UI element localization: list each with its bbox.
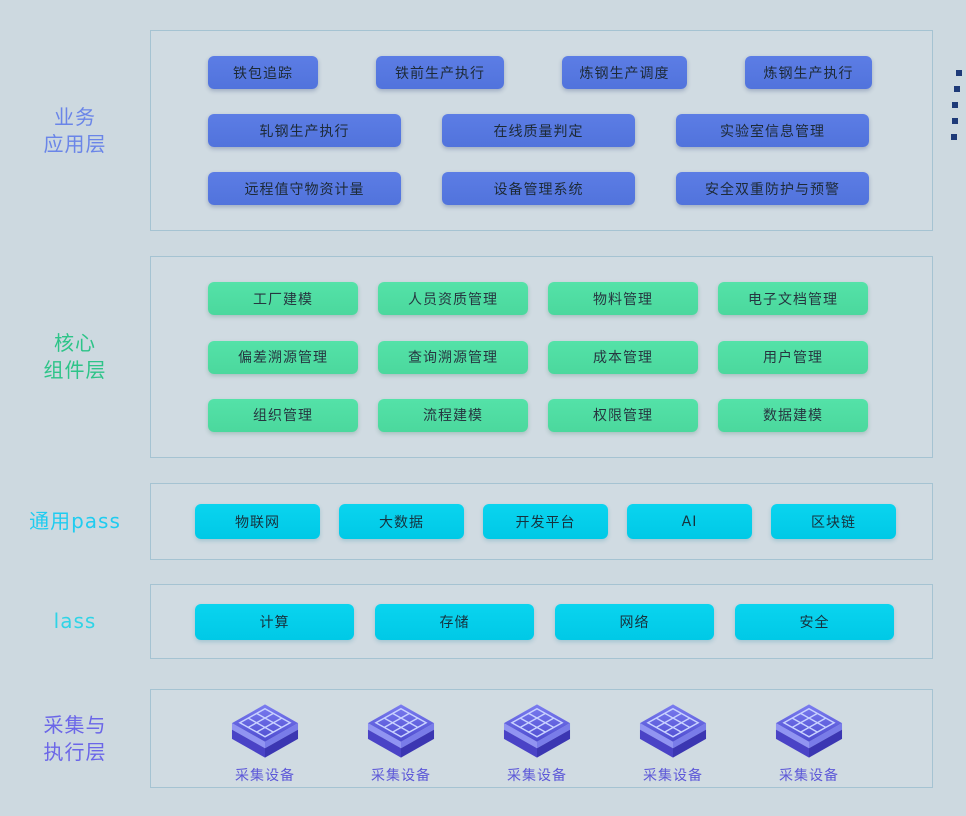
- layer-business-application: 业务 应用层 铁包追踪 铁前生产执行 炼钢生产调度 炼钢生产执行 轧钢生产执行 …: [0, 30, 966, 231]
- module-chip: 物联网: [195, 504, 320, 539]
- panel-common-paas: 物联网 大数据 开发平台 AI 区块链: [150, 483, 933, 560]
- isometric-cube-icon: [775, 703, 843, 758]
- decor-square: [952, 102, 958, 108]
- layer-gutter: 采集与 执行层: [0, 689, 150, 788]
- module-row: 组织管理 流程建模 权限管理 数据建模: [208, 398, 932, 432]
- module-chip: 流程建模: [378, 398, 528, 432]
- module-row: 计算 存储 网络 安全: [195, 603, 932, 640]
- device-label: 采集设备: [371, 767, 431, 784]
- module-chip: 工厂建模: [208, 282, 358, 316]
- collection-device: 采集设备: [487, 703, 587, 785]
- device-label: 采集设备: [507, 767, 567, 784]
- module-chip: 偏差溯源管理: [208, 340, 358, 374]
- module-chip: 存储: [375, 603, 534, 640]
- module-row: 铁包追踪 铁前生产执行 炼钢生产调度 炼钢生产执行: [208, 56, 932, 89]
- module-chip: 实验室信息管理: [676, 114, 869, 147]
- layer-label-line: 通用pass: [29, 509, 121, 533]
- module-chip: 物料管理: [548, 282, 698, 316]
- layer-label-line: lass: [53, 609, 97, 633]
- layer-label-business-application: 业务 应用层: [44, 104, 107, 158]
- layer-label-line: 组件层: [43, 358, 107, 382]
- module-chip: 在线质量判定: [442, 114, 635, 147]
- module-chip: 设备管理系统: [442, 172, 635, 205]
- layer-gutter: 通用pass: [0, 483, 150, 560]
- layer-label-iaas: lass: [54, 608, 97, 635]
- module-chip: 区块链: [771, 504, 896, 539]
- module-chip: 炼钢生产执行: [745, 56, 872, 89]
- device-row: 采集设备: [215, 693, 932, 785]
- layer-core-components: 核心 组件层 工厂建模 人员资质管理 物料管理 电子文档管理 偏差溯源管理 查询…: [0, 256, 966, 458]
- module-chip: 开发平台: [483, 504, 608, 539]
- module-chip: 计算: [195, 603, 354, 640]
- module-chip: 炼钢生产调度: [562, 56, 687, 89]
- module-row: 工厂建模 人员资质管理 物料管理 电子文档管理: [208, 282, 932, 316]
- module-row: 轧钢生产执行 在线质量判定 实验室信息管理: [208, 114, 932, 147]
- device-label: 采集设备: [643, 767, 703, 784]
- module-chip: 数据建模: [718, 398, 868, 432]
- collection-device: 采集设备: [215, 703, 315, 785]
- decor-square: [951, 134, 957, 140]
- module-chip: 组织管理: [208, 398, 358, 432]
- module-row: 偏差溯源管理 查询溯源管理 成本管理 用户管理: [208, 340, 932, 374]
- layer-label-line: 核心: [54, 331, 96, 355]
- layer-common-paas: 通用pass 物联网 大数据 开发平台 AI 区块链: [0, 483, 966, 560]
- layer-gutter: lass: [0, 584, 150, 659]
- device-label: 采集设备: [235, 767, 295, 784]
- module-chip: 远程值守物资计量: [208, 172, 401, 205]
- layer-label-common-paas: 通用pass: [29, 508, 121, 535]
- layer-gutter: 核心 组件层: [0, 256, 150, 458]
- layer-iaas: lass 计算 存储 网络 安全: [0, 584, 966, 659]
- layer-gutter: 业务 应用层: [0, 30, 150, 231]
- module-chip: AI: [627, 504, 752, 539]
- layer-label-line: 执行层: [43, 739, 107, 764]
- module-chip: 人员资质管理: [378, 282, 528, 316]
- layer-label-collection-execution: 采集与 执行层: [44, 712, 107, 766]
- collection-device: 采集设备: [351, 703, 451, 785]
- layer-label-line: 采集与: [43, 712, 107, 737]
- module-row: 远程值守物资计量 设备管理系统 安全双重防护与预警: [208, 172, 932, 205]
- decor-square: [952, 118, 958, 124]
- decor-square: [954, 86, 960, 92]
- module-chip: 权限管理: [548, 398, 698, 432]
- device-label: 采集设备: [779, 767, 839, 784]
- module-chip: 安全: [735, 603, 894, 640]
- module-chip: 轧钢生产执行: [208, 114, 401, 147]
- module-chip: 用户管理: [718, 340, 868, 374]
- panel-business-application: 铁包追踪 铁前生产执行 炼钢生产调度 炼钢生产执行 轧钢生产执行 在线质量判定 …: [150, 30, 933, 231]
- isometric-cube-icon: [503, 703, 571, 758]
- panel-core-components: 工厂建模 人员资质管理 物料管理 电子文档管理 偏差溯源管理 查询溯源管理 成本…: [150, 256, 933, 458]
- isometric-cube-icon: [231, 703, 299, 758]
- decor-square: [956, 70, 962, 76]
- collection-device: 采集设备: [623, 703, 723, 785]
- module-chip: 大数据: [339, 504, 464, 539]
- layer-label-line: 应用层: [43, 131, 107, 156]
- panel-iaas: 计算 存储 网络 安全: [150, 584, 933, 659]
- module-chip: 电子文档管理: [718, 282, 868, 316]
- module-chip: 查询溯源管理: [378, 340, 528, 374]
- module-row: 物联网 大数据 开发平台 AI 区块链: [195, 504, 932, 539]
- panel-collection-execution: 采集设备: [150, 689, 933, 788]
- collection-device: 采集设备: [759, 703, 859, 785]
- layer-collection-execution: 采集与 执行层: [0, 689, 966, 788]
- layer-label-line: 业务: [54, 104, 96, 129]
- isometric-cube-icon: [639, 703, 707, 758]
- layer-label-core-components: 核心 组件层: [44, 330, 107, 384]
- module-chip: 铁包追踪: [208, 56, 318, 89]
- module-chip: 铁前生产执行: [376, 56, 504, 89]
- isometric-cube-icon: [367, 703, 435, 758]
- module-chip: 成本管理: [548, 340, 698, 374]
- module-chip: 网络: [555, 603, 714, 640]
- module-chip: 安全双重防护与预警: [676, 172, 869, 205]
